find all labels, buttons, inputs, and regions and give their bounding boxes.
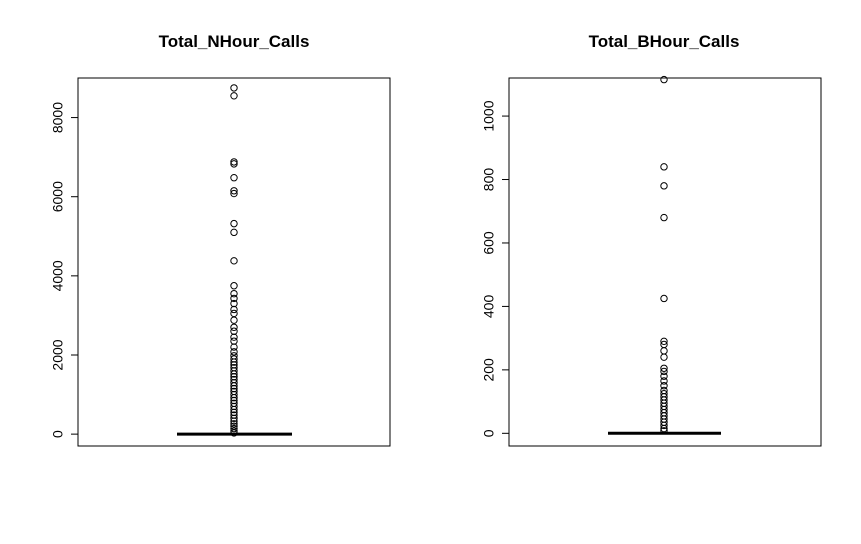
outlier-point: [660, 75, 668, 84]
outlier-point: [660, 213, 668, 222]
outlier-point: [660, 377, 668, 385]
chart-title: Total_BHour_Calls: [589, 32, 740, 51]
y-tick-label: 2000: [50, 339, 66, 370]
outlier-point: [660, 382, 668, 390]
y-tick-label: 400: [481, 295, 497, 319]
outlier-point: [230, 424, 238, 433]
y-axis: 0 200 400 600 800 1000: [481, 100, 510, 437]
outlier-points: [230, 84, 238, 437]
outlier-point: [230, 257, 238, 265]
y-tick-label: 0: [481, 429, 497, 437]
outlier-point: [660, 367, 668, 376]
outlier-point: [230, 189, 238, 198]
outlier-point: [230, 187, 238, 195]
outlier-point: [660, 353, 668, 361]
plot-frame: [77, 77, 391, 447]
y-tick-label: 8000: [50, 102, 66, 133]
y-tick-label: 1000: [481, 100, 497, 131]
y-tick-label: 600: [481, 231, 497, 255]
outlier-point: [660, 424, 668, 433]
outlier-point: [230, 429, 238, 437]
outlier-point: [230, 343, 238, 351]
outlier-point: [230, 348, 238, 356]
outlier-point: [660, 364, 668, 372]
outlier-point: [230, 294, 238, 303]
outlier-point: [230, 382, 238, 390]
y-tick-label: 800: [481, 168, 497, 192]
outlier-point: [230, 158, 238, 166]
outlier-point: [230, 323, 238, 331]
outlier-point: [230, 84, 238, 92]
outlier-point: [230, 427, 238, 435]
outlier-point: [660, 427, 668, 435]
outlier-point: [230, 309, 238, 318]
outlier-point: [230, 289, 238, 298]
outlier-point: [660, 182, 668, 190]
outlier-point: [230, 405, 238, 414]
boxplot-panel-nhour: Total_NHour_Calls 0 2000 4000 6000 8000: [50, 32, 391, 447]
outlier-point: [660, 163, 668, 171]
y-tick-label: 4000: [50, 260, 66, 291]
outlier-point: [230, 282, 238, 290]
outlier-point: [230, 305, 238, 314]
outlier-point: [230, 219, 238, 228]
outlier-point: [230, 394, 238, 402]
outlier-point: [230, 417, 238, 425]
outlier-points: [660, 75, 668, 435]
outlier-point: [660, 294, 668, 303]
outlier-point: [230, 420, 238, 428]
outlier-point: [660, 347, 668, 355]
outlier-point: [660, 421, 668, 430]
outlier-point: [230, 174, 238, 182]
outlier-point: [660, 337, 668, 346]
chart-title: Total_NHour_Calls: [159, 32, 310, 51]
y-tick-label: 200: [481, 358, 497, 382]
outlier-point: [230, 316, 238, 324]
y-tick-label: 0: [50, 430, 66, 438]
outlier-point: [230, 333, 238, 341]
outlier-point: [230, 370, 238, 378]
y-axis: 0 2000 4000 6000 8000: [50, 102, 79, 438]
outlier-point: [230, 414, 238, 423]
outlier-point: [230, 160, 238, 168]
outlier-point: [660, 372, 668, 380]
boxplot-panel-bhour: Total_BHour_Calls 0 200 400 600 800 1000: [481, 32, 822, 447]
outlier-point: [230, 358, 238, 366]
outlier-point: [230, 92, 238, 100]
y-tick-label: 6000: [50, 181, 66, 212]
outlier-point: [230, 228, 238, 237]
